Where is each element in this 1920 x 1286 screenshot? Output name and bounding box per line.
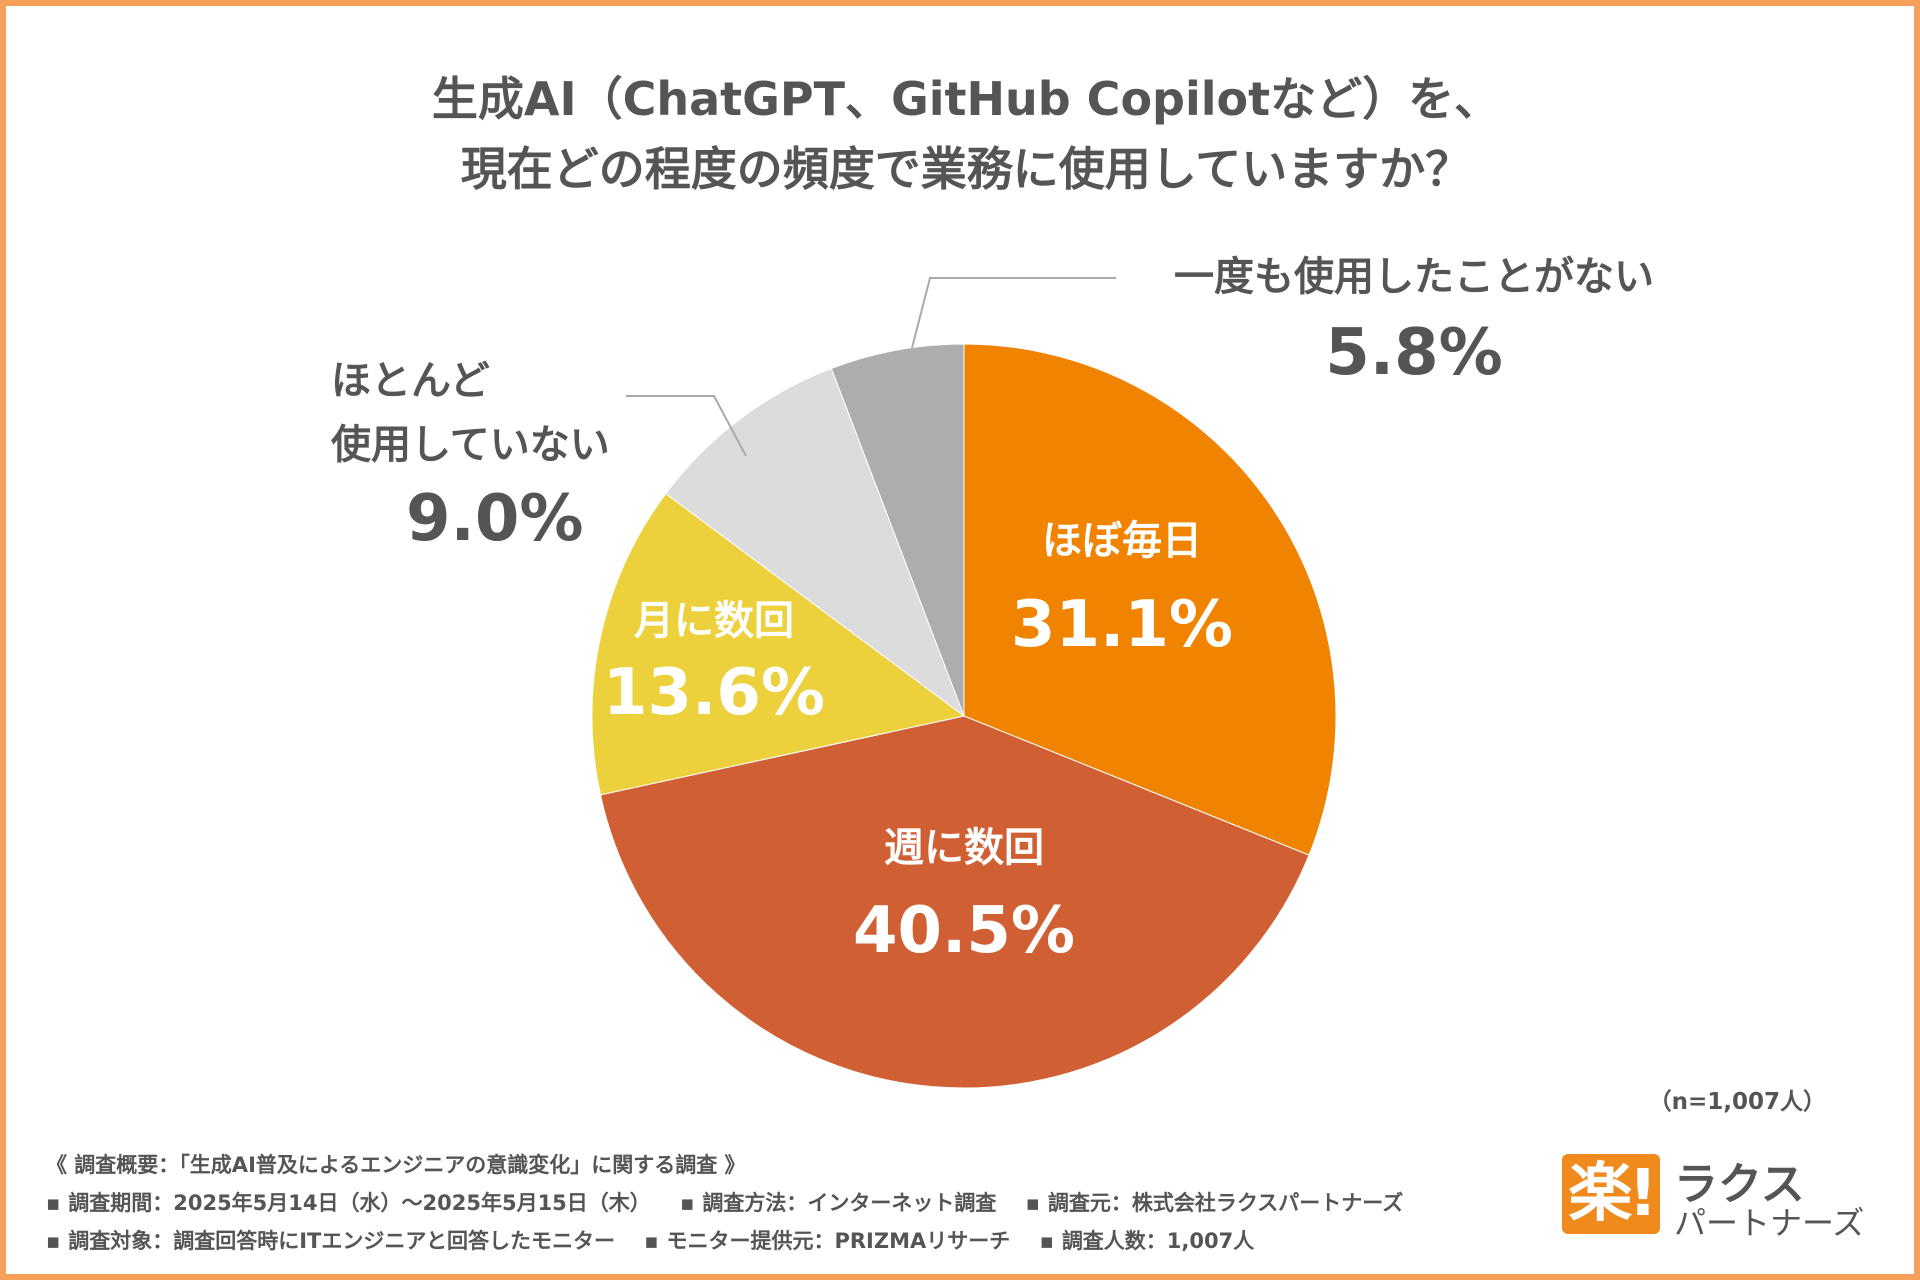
leader-line-never (911, 277, 1116, 349)
chart-title: 生成AI（ChatGPT、GitHub Copilotなど）を、 現在どの程度の… (6, 64, 1920, 204)
pie-slice-monthly (591, 492, 966, 796)
slice-label-rarely-line1: ほとんど (331, 358, 490, 404)
slice-value-weekly: 40.5% (853, 894, 1075, 968)
survey-source: 調査元：株式会社ラクスパートナーズ (1026, 1191, 1404, 1215)
pie-slice-weekly (599, 715, 1310, 1089)
sample-size-note: （n=1,007人） (1648, 1089, 1826, 1115)
survey-target: 調査対象：調査回答時にITエンジニアと回答したモニター (46, 1229, 615, 1253)
logo-text-bottom: パートナーズ (1674, 1204, 1865, 1242)
survey-heading: 《 調査概要：「生成AI普及によるエンジニアの意識変化」に関する調査 》 (46, 1153, 746, 1177)
survey-footer: 《 調査概要：「生成AI普及によるエンジニアの意識変化」に関する調査 》 調査期… (46, 1146, 1425, 1260)
pie-slice-daily (963, 343, 1337, 856)
title-line-1: 生成AI（ChatGPT、GitHub Copilotなど）を、 (431, 72, 1501, 126)
survey-row-1: 調査期間：2025年5月14日（水）～2025年5月15日（木） 調査方法：イン… (46, 1184, 1425, 1222)
slice-label-daily: ほぼ毎日 (1042, 518, 1202, 564)
logo-mark: 楽! (1562, 1154, 1660, 1234)
slice-label-weekly: 週に数回 (884, 825, 1044, 871)
survey-count: 調査人数：1,007人 (1040, 1229, 1255, 1253)
slice-value-monthly: 13.6% (603, 656, 825, 730)
slice-label-rarely-line2: 使用していない (331, 422, 610, 468)
survey-period: 調査期間：2025年5月14日（水）～2025年5月15日（木） (46, 1191, 651, 1215)
survey-provider: モニター提供元：PRIZMAリサーチ (644, 1229, 1010, 1253)
slice-label-monthly: 月に数回 (634, 598, 794, 644)
slice-value-daily: 31.1% (1011, 588, 1233, 662)
logo-text-top: ラクス (1674, 1159, 1805, 1210)
leader-line-rarely (626, 395, 747, 457)
slice-value-never: 5.8% (1325, 316, 1503, 390)
slice-label-never: 一度も使用したことがない (1174, 254, 1654, 300)
pie-slice-rarely (665, 367, 966, 718)
survey-method: 調査方法：インターネット調査 (680, 1191, 996, 1215)
slice-value-rarely: 9.0% (406, 482, 584, 556)
pie-slice-never (830, 343, 965, 717)
company-logo: 楽! ラクス パートナーズ (1562, 1154, 1888, 1242)
title-line-2: 現在どの程度の頻度で業務に使用していますか？ (460, 142, 1472, 196)
survey-row-2: 調査対象：調査回答時にITエンジニアと回答したモニター モニター提供元：PRIZ… (46, 1222, 1425, 1260)
